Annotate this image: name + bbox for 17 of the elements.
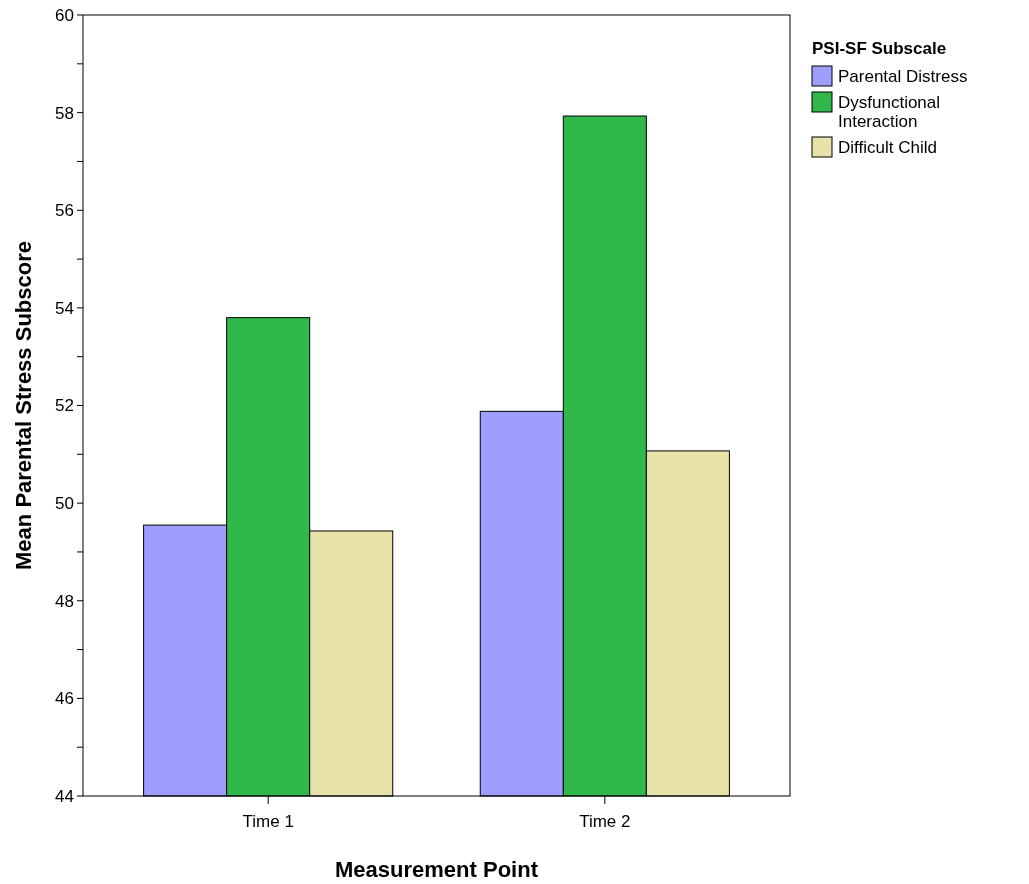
y-tick-label: 58: [55, 103, 74, 123]
legend-label: Difficult Child: [838, 138, 937, 157]
y-tick-label: 54: [55, 298, 74, 318]
y-axis-title: Mean Parental Stress Subscore: [11, 241, 36, 570]
y-tick-label: 52: [55, 396, 74, 416]
y-tick-label: 48: [55, 591, 74, 611]
legend-label: Parental Distress: [838, 67, 968, 86]
y-tick-label: 44: [55, 786, 74, 806]
y-tick-label: 56: [55, 201, 74, 221]
y-tick-label: 46: [55, 689, 74, 709]
y-tick-label: 60: [55, 5, 74, 25]
legend-title: PSI-SF Subscale: [812, 39, 947, 58]
x-tick-label: Time 2: [579, 812, 631, 831]
x-axis-title: Measurement Point: [335, 857, 539, 882]
legend-label: Dysfunctional Interaction: [838, 93, 941, 131]
x-tick-label: Time 1: [242, 812, 294, 831]
y-tick-label: 50: [55, 494, 74, 514]
